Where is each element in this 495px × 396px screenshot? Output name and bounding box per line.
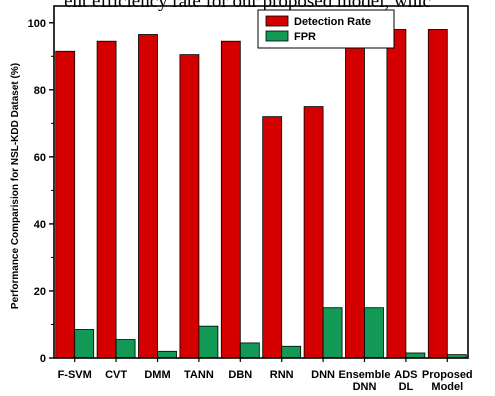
bar-detection-rate-10 [427,29,448,359]
x-tick-label-7: DNN [311,369,335,381]
bar-fpr-4 [198,325,219,359]
x-tick-label-8-line-2: DNN [353,381,377,393]
y-tick-label-0: 0 [40,353,46,365]
legend-swatch-fpr [265,30,289,42]
y-tick-label-60: 60 [34,152,46,164]
bar-detection-rate-9 [386,29,407,359]
bar-fpr-1 [74,329,95,359]
x-tick-label-8-line-1: Ensemble [339,369,391,381]
y-axis-label: Performance Comparision for NSL-KDD Data… [10,63,21,309]
bar-fpr-3 [157,350,177,359]
bar-detection-rate-1 [55,50,76,359]
bar-detection-rate-8 [345,32,365,359]
bar-detection-rate-2 [96,40,117,359]
bar-fpr-6 [281,345,302,359]
x-tick-label-9-line-1: ADS [394,369,417,381]
x-tick-label-4: TANN [184,369,214,381]
x-tick-label-3: DMM [144,369,170,381]
x-tick-label-5: DBN [228,369,252,381]
plot-frame [53,5,469,359]
y-tick-label-100: 100 [28,18,46,30]
x-tick-label-10-line-1: Proposed [422,369,473,381]
bar-fpr-2 [115,339,136,359]
bar-detection-rate-5 [220,40,241,359]
legend-label-detection-rate: Detection Rate [294,16,371,28]
legend: Detection Rate FPR [257,9,395,49]
bar-fpr-7 [322,307,343,359]
y-tick-label-20: 20 [34,286,46,298]
bars-group [55,29,467,359]
x-tick-label-9-line-2: DL [399,381,414,393]
legend-label-fpr: FPR [294,31,316,43]
bar-detection-rate-4 [179,54,200,359]
bar-fpr-8 [364,307,384,359]
y-tick-label-40: 40 [34,219,46,231]
bar-detection-rate-3 [138,34,158,359]
bar-fpr-5 [239,342,260,359]
x-tick-label-1: F-SVM [58,369,92,381]
x-tick-label-2: CVT [105,369,127,381]
legend-swatch-detection-rate [265,15,289,27]
y-tick-label-80: 80 [34,85,46,97]
bar-detection-rate-7 [303,106,324,359]
bar-detection-rate-6 [262,116,283,359]
x-tick-label-6: RNN [270,369,294,381]
x-tick-label-10-line-2: Model [431,381,463,393]
